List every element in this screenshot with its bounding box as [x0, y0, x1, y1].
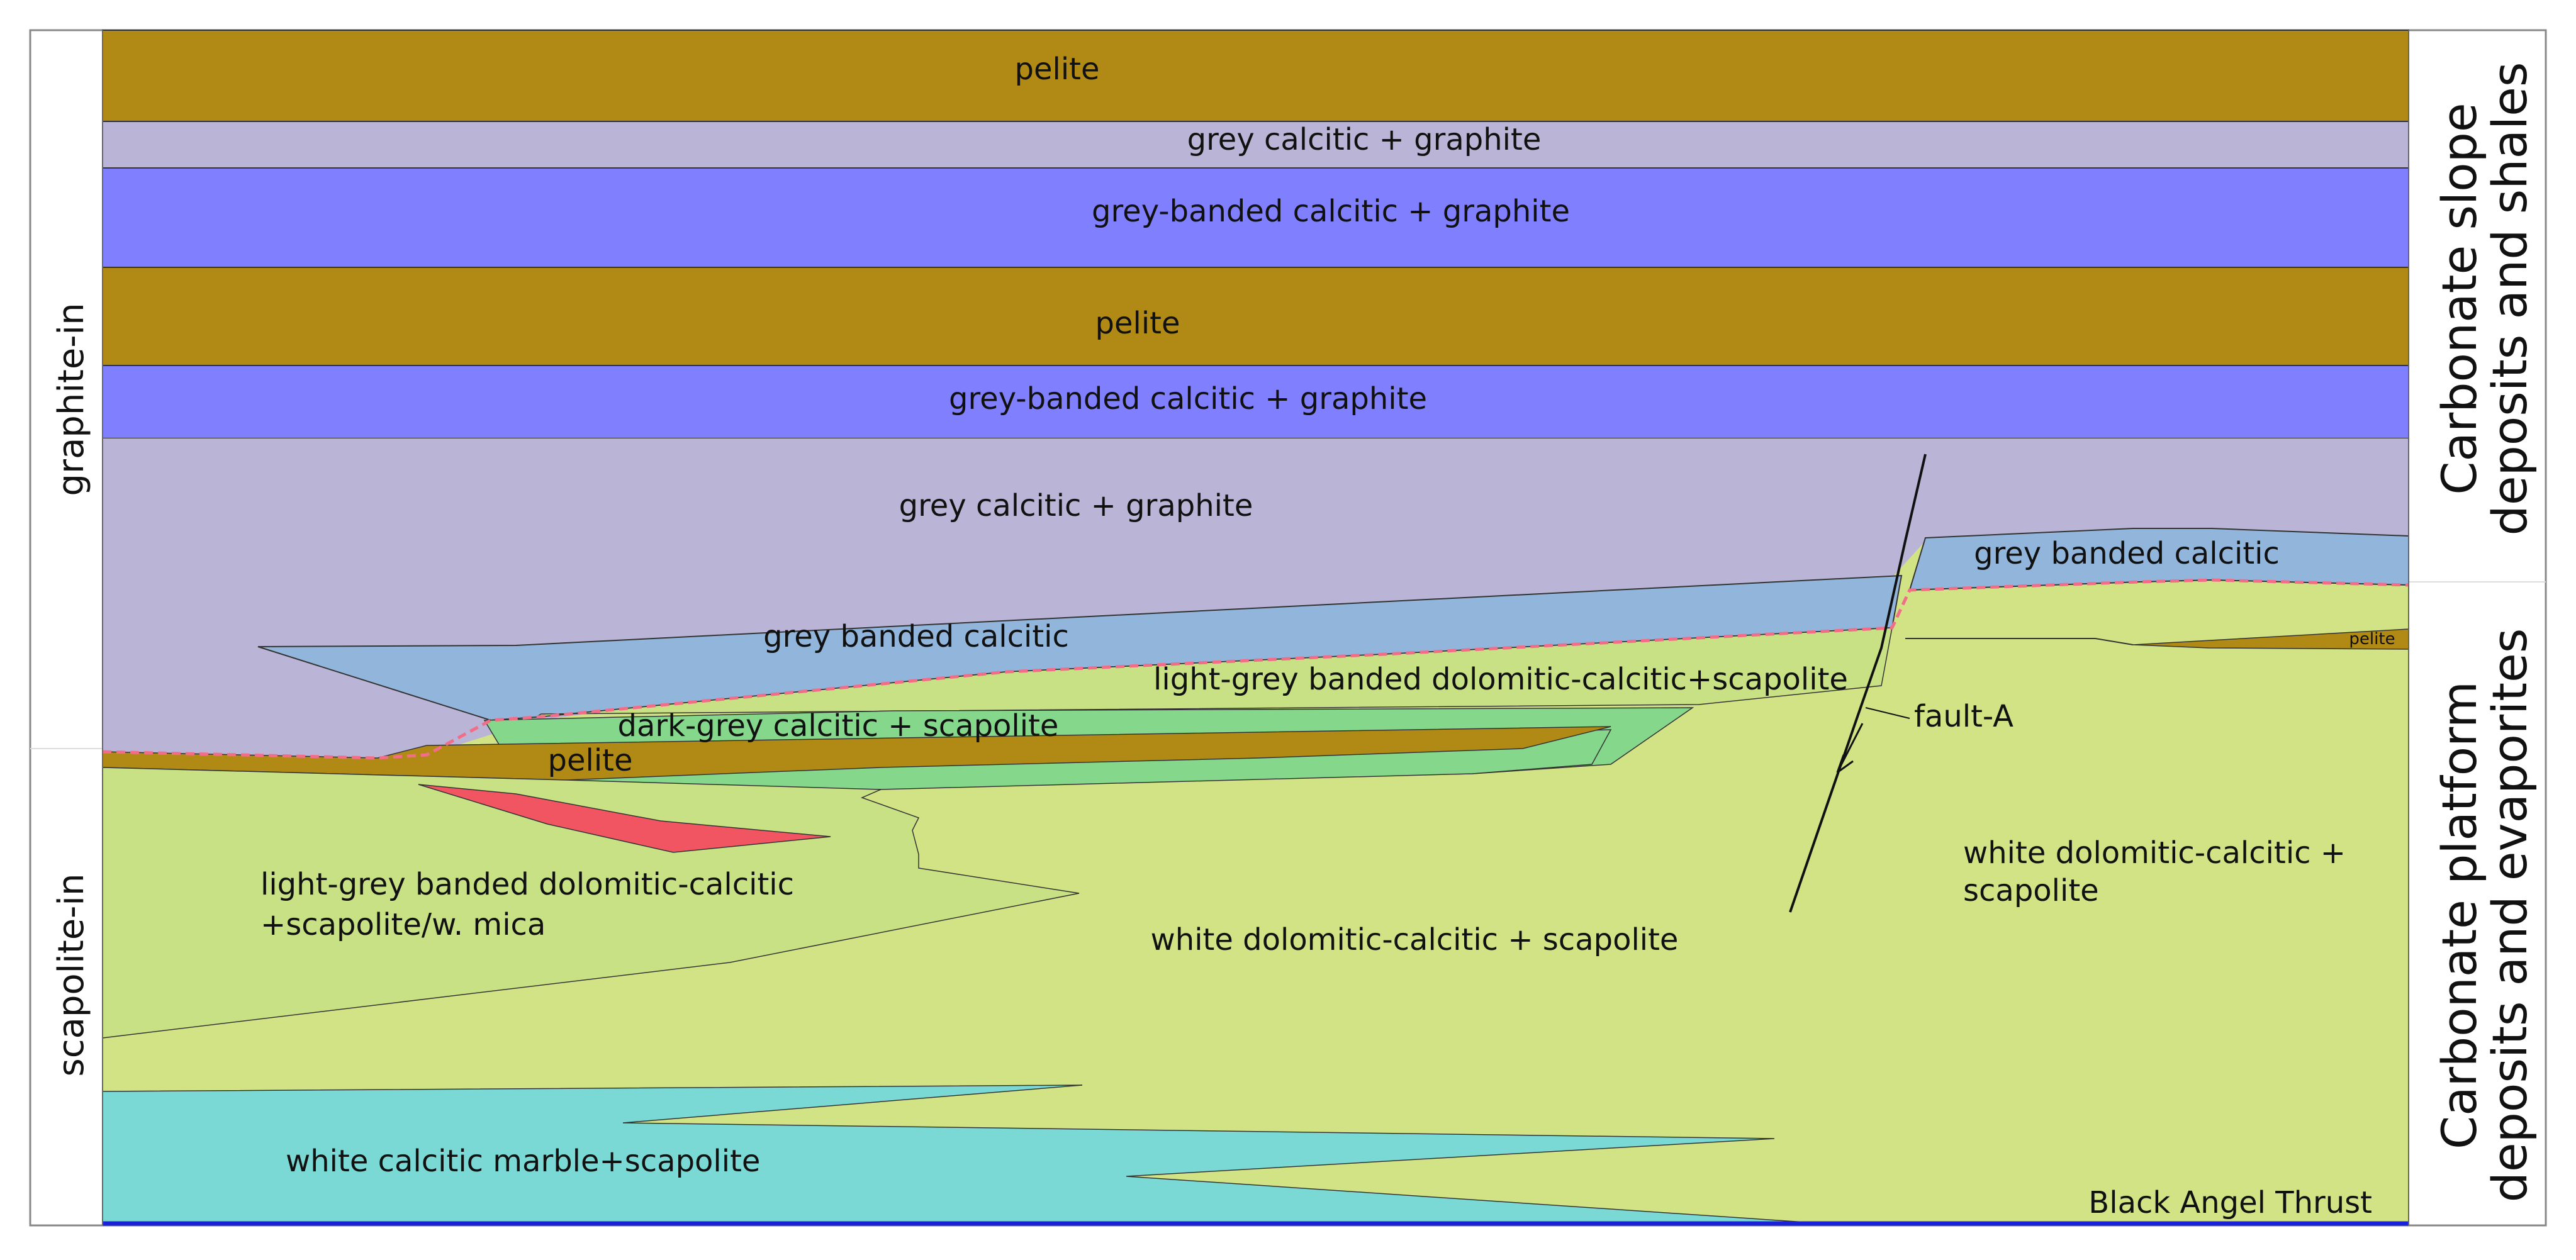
label-grey-banded-calcitic-west: grey banded calcitic	[763, 619, 1069, 654]
label-carbonate-slope-2: deposits and shales	[2482, 62, 2538, 536]
label-white-dolomitic-east-2: scapolite	[1963, 873, 2099, 908]
label-scapolite-in: scapolite-in	[51, 874, 92, 1077]
label-grey-banded-calcitic-east: grey banded calcitic	[1974, 536, 2280, 571]
fault-a-line	[1789, 454, 1927, 913]
label-black-angel-thrust: Black Angel Thrust	[2088, 1185, 2372, 1220]
unit-red-lens	[418, 784, 831, 853]
unit-pelite-2	[102, 267, 2409, 366]
unit-pelite-top	[102, 30, 2409, 122]
label-pelite-2: pelite	[1095, 306, 1180, 341]
label-dark-grey-calcitic-scapolite: dark-grey calcitic + scapolite	[618, 708, 1059, 744]
label-graphite-in: graphite-in	[51, 303, 92, 496]
label-white-calcitic-marble-scapolite: white calcitic marble+scapolite	[286, 1144, 760, 1179]
label-grey-calcitic-graphite-2: grey calcitic + graphite	[899, 488, 1253, 523]
label-fault-a: fault-A	[1914, 699, 2013, 734]
label-pelite-lens: pelite	[547, 743, 632, 778]
label-carbonate-platform-2: deposits and evaporites	[2482, 628, 2538, 1203]
label-grey-banded-calcitic-graphite-1: grey-banded calcitic + graphite	[1092, 194, 1570, 229]
label-light-grey-banded-dolomitic: light-grey banded dolomitic-calcitic+sca…	[1153, 662, 1848, 697]
label-light-grey-banded-mica-2: +scapolite/w. mica	[260, 907, 546, 942]
label-grey-banded-calcitic-graphite-2: grey-banded calcitic + graphite	[949, 381, 1427, 416]
unit-grey-banded-calcitic-graphite-1	[102, 167, 2409, 268]
label-white-dolomitic-calcitic-scapolite: white dolomitic-calcitic + scapolite	[1151, 922, 1679, 957]
east-contact-line	[1905, 638, 2134, 645]
unit-light-grey-banded-mica	[102, 767, 1080, 1039]
label-pelite-small-east: pelite	[2349, 630, 2395, 649]
label-grey-calcitic-graphite-1: grey calcitic + graphite	[1187, 122, 1542, 157]
unit-grey-calcitic-graphite-1	[102, 121, 2409, 169]
unit-grey-banded-calcitic-graphite-2	[102, 365, 2409, 439]
unit-light-grey-banded-dolomitic	[535, 627, 1893, 718]
label-light-grey-banded-mica-1: light-grey banded dolomitic-calcitic	[260, 867, 794, 902]
label-white-dolomitic-east-1: white dolomitic-calcitic +	[1963, 835, 2346, 871]
fault-label-leader	[1865, 707, 1910, 719]
label-pelite-top: pelite	[1014, 52, 1099, 87]
label-carbonate-platform-1: Carbonate platform	[2431, 681, 2487, 1149]
label-carbonate-slope-1: Carbonate slope	[2431, 103, 2487, 494]
fault-movement-arrow	[1836, 723, 1864, 774]
